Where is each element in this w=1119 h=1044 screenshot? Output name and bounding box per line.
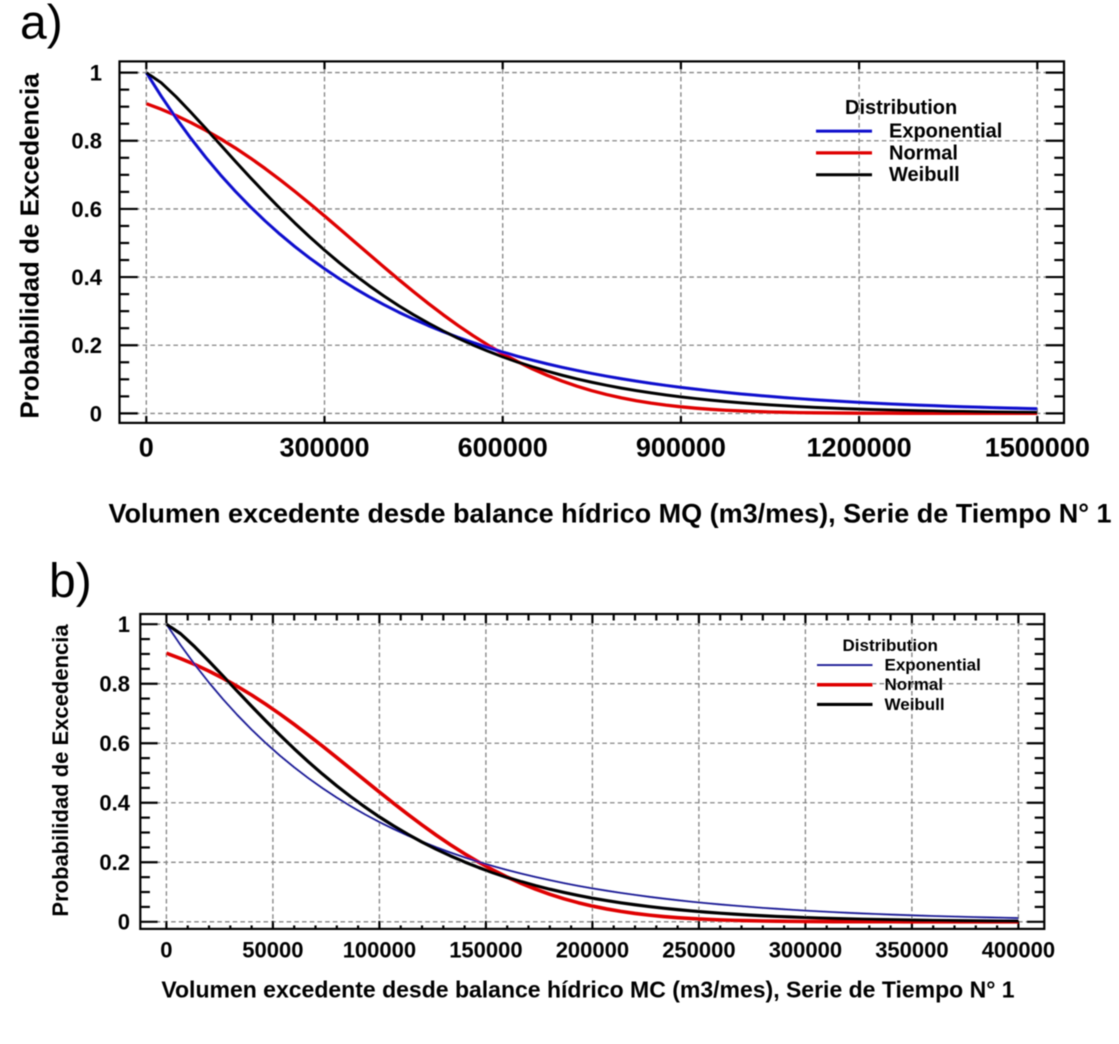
svg-text:0.6: 0.6: [71, 197, 102, 222]
svg-text:250000: 250000: [662, 938, 735, 963]
svg-text:Volumen excedente desde balanc: Volumen excedente desde balance hídrico …: [108, 499, 1111, 529]
svg-text:900000: 900000: [636, 433, 726, 463]
svg-text:1200000: 1200000: [807, 433, 912, 463]
svg-text:b): b): [49, 555, 92, 608]
svg-text:350000: 350000: [875, 938, 948, 963]
svg-text:50000: 50000: [242, 938, 303, 963]
svg-text:600000: 600000: [458, 433, 548, 463]
svg-text:1: 1: [90, 61, 102, 86]
svg-text:0.8: 0.8: [99, 672, 130, 697]
svg-text:Exponential: Exponential: [889, 121, 1002, 143]
svg-text:0.8: 0.8: [71, 129, 102, 154]
svg-text:Exponential: Exponential: [885, 656, 981, 675]
svg-text:150000: 150000: [449, 938, 522, 963]
svg-text:Normal: Normal: [885, 675, 944, 694]
svg-text:0.4: 0.4: [99, 791, 130, 816]
svg-text:1: 1: [118, 612, 130, 637]
svg-text:300000: 300000: [769, 938, 842, 963]
svg-text:100000: 100000: [343, 938, 416, 963]
svg-text:0: 0: [90, 401, 102, 426]
svg-text:Probabilidad de Excedencia: Probabilidad de Excedencia: [15, 73, 45, 419]
svg-text:Probabilidad de Excedencia: Probabilidad de Excedencia: [48, 624, 73, 917]
svg-text:300000: 300000: [279, 433, 369, 463]
svg-text:0: 0: [160, 938, 172, 963]
svg-text:0: 0: [118, 910, 130, 935]
svg-text:0.4: 0.4: [71, 265, 102, 290]
svg-text:Weibull: Weibull: [889, 164, 960, 186]
svg-text:0.6: 0.6: [99, 731, 130, 756]
svg-text:Distribution: Distribution: [843, 636, 938, 655]
svg-text:a): a): [20, 0, 63, 50]
svg-text:0.2: 0.2: [71, 333, 102, 358]
svg-text:0: 0: [139, 433, 154, 463]
svg-text:Normal: Normal: [889, 142, 958, 164]
svg-text:200000: 200000: [556, 938, 629, 963]
svg-text:0.2: 0.2: [99, 850, 130, 875]
svg-text:Weibull: Weibull: [885, 695, 945, 714]
svg-text:400000: 400000: [982, 938, 1055, 963]
svg-text:Volumen excedente desde balanc: Volumen excedente desde balance hídrico …: [161, 977, 1014, 1003]
svg-text:Distribution: Distribution: [845, 97, 957, 119]
svg-text:1500000: 1500000: [985, 433, 1090, 463]
